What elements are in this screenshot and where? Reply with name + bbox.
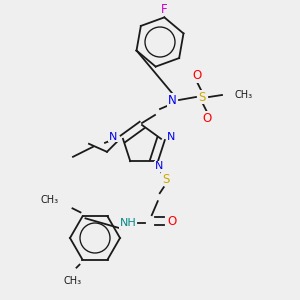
Text: N: N xyxy=(167,132,175,142)
Text: NH: NH xyxy=(119,218,136,228)
Text: N: N xyxy=(154,161,163,171)
Text: N: N xyxy=(168,94,176,106)
Text: O: O xyxy=(167,215,176,228)
Text: CH₃: CH₃ xyxy=(40,195,58,205)
Text: O: O xyxy=(202,112,211,124)
Text: N: N xyxy=(109,132,117,142)
Text: S: S xyxy=(162,173,169,186)
Text: O: O xyxy=(192,70,202,83)
Text: F: F xyxy=(161,3,168,16)
Text: CH₃: CH₃ xyxy=(235,90,253,100)
Text: CH₃: CH₃ xyxy=(63,276,82,286)
Text: S: S xyxy=(198,91,206,103)
